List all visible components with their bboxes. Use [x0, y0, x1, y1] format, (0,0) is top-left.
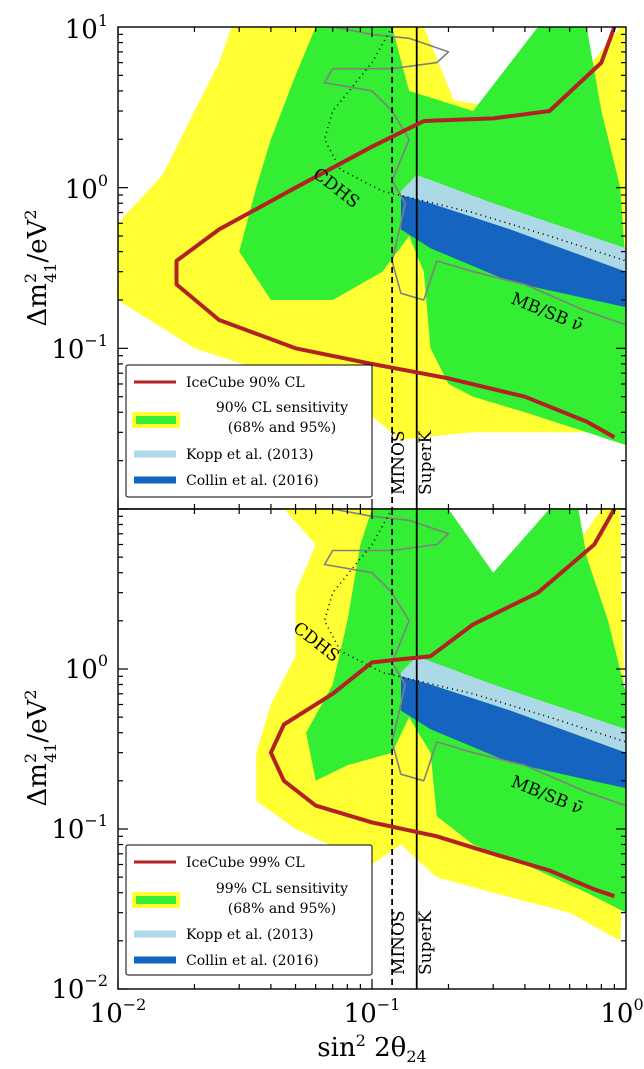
legend-label: Kopp et al. (2013) [186, 927, 314, 943]
legend-label: (68% and 95%) [228, 420, 336, 436]
legend-box [125, 844, 373, 976]
mbsb-curve [323, 509, 626, 807]
legend-label: IceCube 99% CL [186, 855, 305, 871]
legend-label: (68% and 95%) [228, 901, 336, 917]
legend-label: 90% CL sensitivity [216, 400, 348, 416]
superk-label: SuperK [416, 430, 436, 495]
y-tick-label: 101 [65, 11, 108, 45]
superk-label: SuperK [416, 910, 436, 975]
minos-label: MINOS [389, 910, 409, 975]
bottom-panel: 100 10−1 10−2 10−2 10−1 100 sin2 2θ24 Δm… [21, 508, 644, 1066]
x-axis-label: sin2 2θ24 [317, 1031, 426, 1065]
y-tick-label: 10−1 [51, 331, 108, 365]
legend-box [125, 364, 373, 498]
y-tick-label: 10−2 [51, 971, 108, 1005]
tick-marks [117, 509, 626, 990]
legend-swatch-sens68 [136, 896, 176, 904]
legend-label: Collin et al. (2016) [186, 953, 319, 969]
y-tick-label: 10−1 [51, 811, 108, 845]
legend-label: IceCube 90% CL [186, 375, 305, 391]
y-tick-label: 100 [65, 651, 108, 685]
legend-swatch-sens68 [136, 416, 176, 424]
legend-label: Kopp et al. (2013) [186, 447, 314, 463]
cdhs-curve [323, 27, 626, 262]
mbsb-curve [323, 27, 626, 326]
y-axis-label: Δm241/eV2 [21, 689, 60, 806]
top-panel: 101 100 10−1 Δm241/eV2 CDHS MB/SB ν̄ MIN… [21, 11, 627, 510]
minos-label: MINOS [389, 430, 409, 495]
legend: IceCube 90% CL 90% CL sensitivity (68% a… [125, 364, 373, 498]
collin-region [400, 676, 626, 789]
legend: IceCube 99% CL 99% CL sensitivity (68% a… [125, 844, 373, 976]
legend-label: Collin et al. (2016) [186, 473, 319, 489]
icecube-curve [268, 509, 617, 899]
y-axis-label: Δm241/eV2 [21, 209, 60, 326]
x-tick-label: 10−2 [90, 995, 147, 1029]
legend-label: 99% CL sensitivity [216, 881, 348, 897]
y-tick-label: 100 [65, 171, 108, 205]
x-tick-label: 100 [600, 995, 643, 1029]
collin-region [400, 195, 626, 308]
x-tick-label: 10−1 [344, 995, 401, 1029]
icecube-curve [174, 27, 617, 439]
